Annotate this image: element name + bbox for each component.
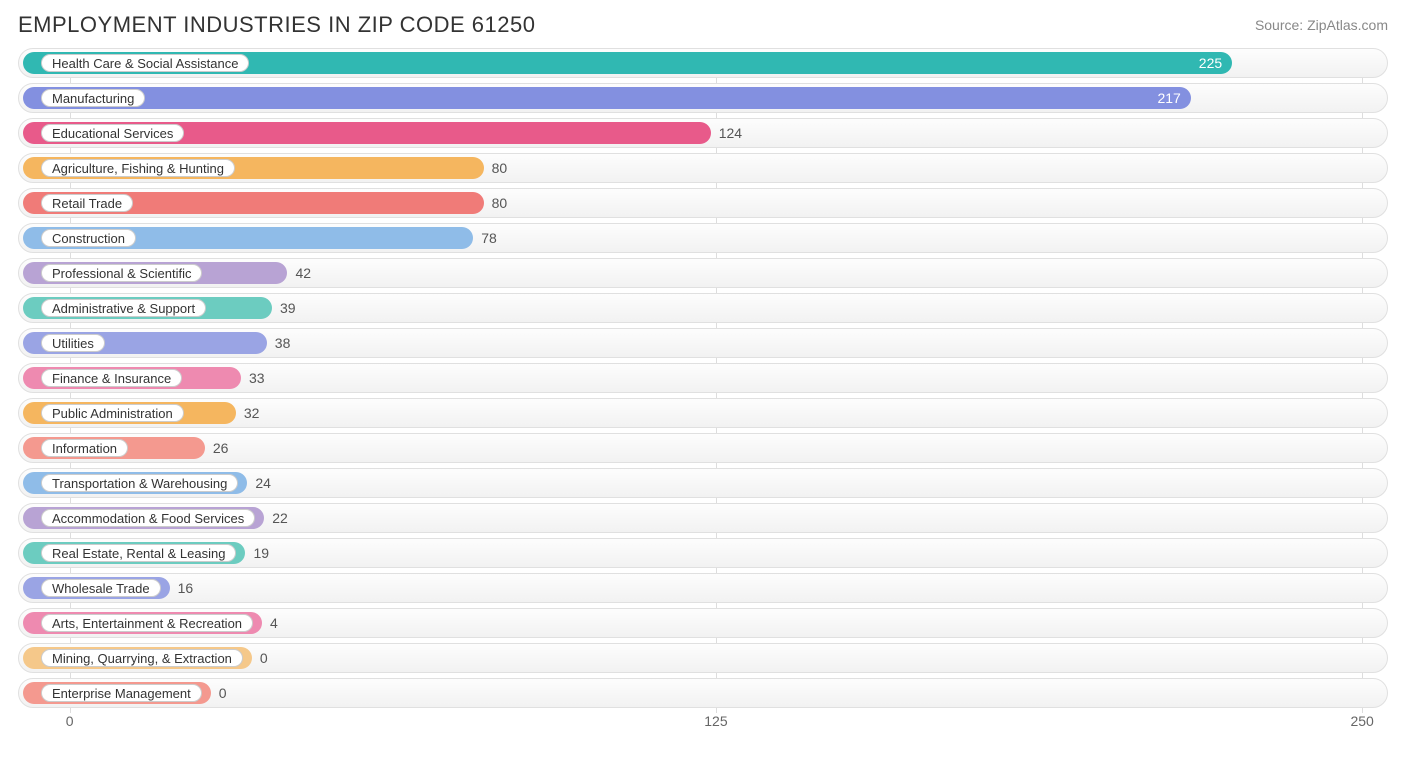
bar-value: 80 [484, 189, 508, 217]
bar-value: 33 [241, 364, 265, 392]
bar-label: Finance & Insurance [41, 369, 182, 387]
bar-value: 24 [247, 469, 271, 497]
bar-row: Arts, Entertainment & Recreation 4 [18, 608, 1388, 638]
bar-value: 32 [236, 399, 260, 427]
bar-row: Real Estate, Rental & Leasing 19 [18, 538, 1388, 568]
bar-value: 19 [245, 539, 269, 567]
x-axis: 0 125 250 [18, 713, 1388, 733]
bar-row: Agriculture, Fishing & Hunting 80 [18, 153, 1388, 183]
bar-label: Professional & Scientific [41, 264, 202, 282]
bar-label: Public Administration [41, 404, 184, 422]
bar-value: 124 [711, 119, 742, 147]
bar-label: Real Estate, Rental & Leasing [41, 544, 236, 562]
bar-label: Health Care & Social Assistance [41, 54, 249, 72]
bar-value: 42 [287, 259, 311, 287]
bar-row: Mining, Quarrying, & Extraction 0 [18, 643, 1388, 673]
bar-row: Utilities 38 [18, 328, 1388, 358]
bar-row: Retail Trade 80 [18, 188, 1388, 218]
bar-fill [23, 87, 1191, 109]
chart-title: EMPLOYMENT INDUSTRIES IN ZIP CODE 61250 [18, 12, 536, 38]
axis-tick: 125 [704, 713, 727, 729]
bar-row: Transportation & Warehousing 24 [18, 468, 1388, 498]
bar-label: Agriculture, Fishing & Hunting [41, 159, 235, 177]
bar-label: Retail Trade [41, 194, 133, 212]
bar-row: Public Administration 32 [18, 398, 1388, 428]
axis-tick: 0 [66, 713, 74, 729]
bar-label: Administrative & Support [41, 299, 206, 317]
source-prefix: Source: [1255, 17, 1307, 33]
bar-value: 225 [1199, 49, 1222, 77]
bar-value: 22 [264, 504, 288, 532]
bar-label: Accommodation & Food Services [41, 509, 255, 527]
source-name: ZipAtlas.com [1307, 17, 1388, 33]
bar-row: Manufacturing 217 [18, 83, 1388, 113]
bar-label: Arts, Entertainment & Recreation [41, 614, 253, 632]
bar-value: 0 [252, 644, 268, 672]
bar-value: 38 [267, 329, 291, 357]
bar-row: Administrative & Support 39 [18, 293, 1388, 323]
bar-row: Health Care & Social Assistance 225 [18, 48, 1388, 78]
axis-tick: 250 [1350, 713, 1373, 729]
bar-row: Educational Services 124 [18, 118, 1388, 148]
bar-row: Enterprise Management 0 [18, 678, 1388, 708]
bar-value: 78 [473, 224, 497, 252]
bar-row: Construction 78 [18, 223, 1388, 253]
bar-value: 4 [262, 609, 278, 637]
chart-source: Source: ZipAtlas.com [1255, 17, 1388, 33]
bar-label: Transportation & Warehousing [41, 474, 238, 492]
bar-label: Construction [41, 229, 136, 247]
chart-area: Health Care & Social Assistance 225 Manufa… [18, 48, 1388, 748]
bar-value: 39 [272, 294, 296, 322]
chart-bars: Health Care & Social Assistance 225 Manufa… [18, 48, 1388, 708]
bar-value: 16 [170, 574, 194, 602]
bar-label: Manufacturing [41, 89, 145, 107]
bar-row: Wholesale Trade 16 [18, 573, 1388, 603]
bar-label: Educational Services [41, 124, 184, 142]
bar-value: 217 [1157, 84, 1180, 112]
bar-label: Information [41, 439, 128, 457]
bar-row: Accommodation & Food Services 22 [18, 503, 1388, 533]
bar-value: 0 [211, 679, 227, 707]
chart-header: EMPLOYMENT INDUSTRIES IN ZIP CODE 61250 … [18, 12, 1388, 38]
bar-value: 80 [484, 154, 508, 182]
bar-value: 26 [205, 434, 229, 462]
bar-row: Information 26 [18, 433, 1388, 463]
bar-label: Wholesale Trade [41, 579, 161, 597]
bar-label: Utilities [41, 334, 105, 352]
bar-label: Enterprise Management [41, 684, 202, 702]
bar-row: Professional & Scientific 42 [18, 258, 1388, 288]
bar-label: Mining, Quarrying, & Extraction [41, 649, 243, 667]
bar-row: Finance & Insurance 33 [18, 363, 1388, 393]
